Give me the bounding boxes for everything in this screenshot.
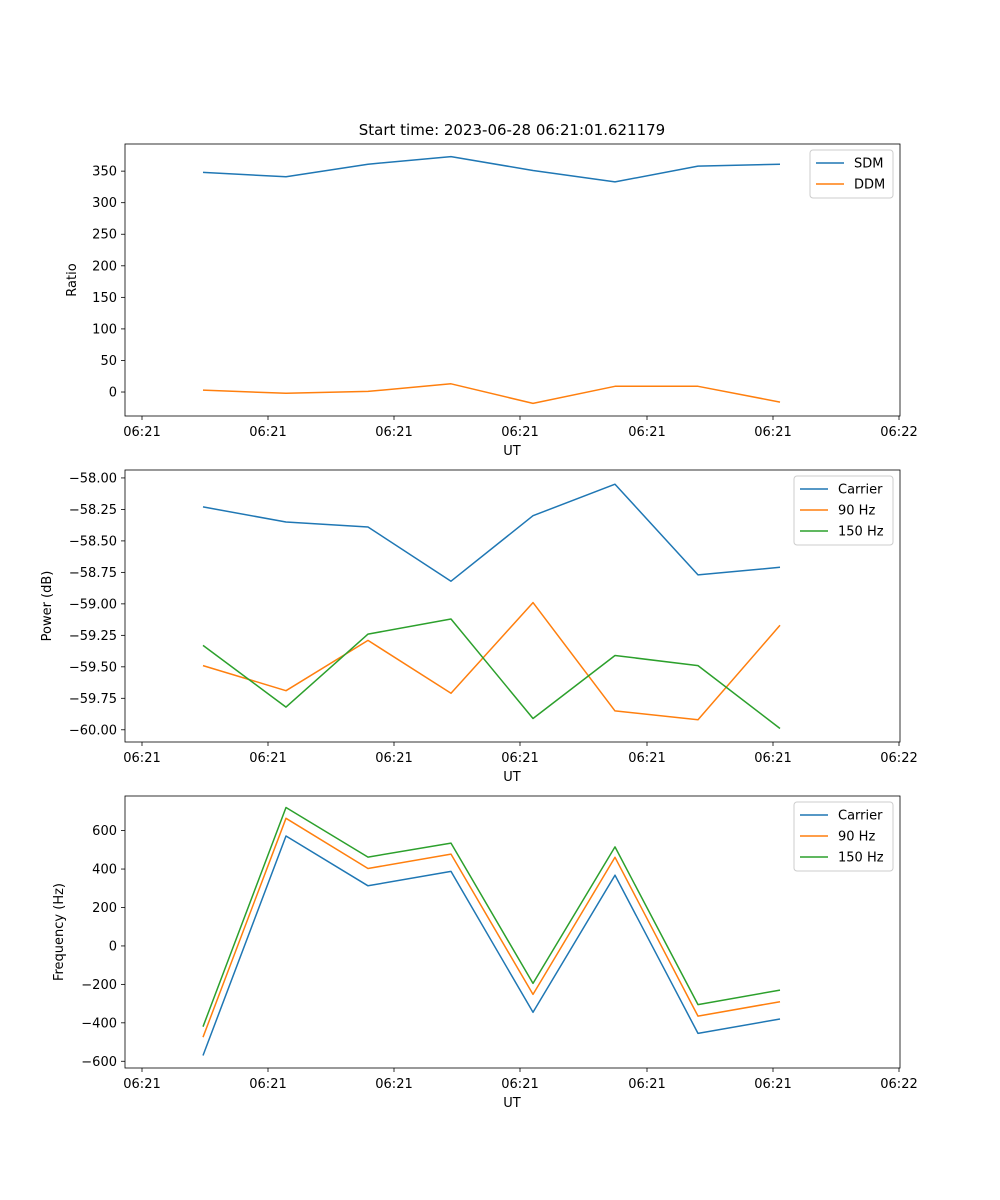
x-tick-label: 06:21 [501,425,538,440]
series-line-90-hz [202,601,781,721]
x-tick-label: 06:21 [628,1077,665,1092]
x-tick-label: 06:21 [249,425,286,440]
x-tick-label: 06:21 [249,1077,286,1092]
x-axis-label: UT [503,770,521,785]
x-tick-label: 06:21 [501,751,538,766]
x-tick-label: 06:21 [501,1077,538,1092]
legend-label: 90 Hz [838,504,875,519]
x-tick-label: 06:21 [375,751,412,766]
y-axis-label: Ratio [65,263,80,296]
x-tick-label: 06:21 [375,1077,412,1092]
legend-label: 150 Hz [838,525,884,540]
y-axis-label: Frequency (Hz) [52,883,67,981]
y-tick-label: −58.25 [69,503,117,518]
legend-label: 150 Hz [838,851,884,866]
y-tick-label: 300 [92,196,117,211]
legend-box [809,149,894,199]
y-tick-label: −59.50 [69,660,117,675]
y-tick-label: −60.00 [69,723,117,738]
y-tick-label: −59.75 [69,692,117,707]
series-line-sdm [202,155,781,183]
y-tick-label: −59.25 [69,629,117,644]
x-axis-label: UT [503,444,521,459]
y-tick-label: 100 [92,322,117,337]
y-tick-label: 400 [92,863,117,878]
x-tick-label: 06:22 [880,425,917,440]
plot-frame [124,469,901,743]
y-tick-label: −58.00 [69,471,117,486]
y-tick-label: −400 [81,1016,117,1031]
legend-label: 90 Hz [838,830,875,845]
figure-title: Start time: 2023-06-28 06:21:01.621179 [359,121,665,139]
x-tick-label: 06:21 [249,751,286,766]
x-tick-label: 06:21 [123,425,160,440]
chart-panel-1: 06:21 06:21 06:21 06:21 06:21 06:21 06:22 UT 0 50… [65,143,918,459]
legend-box [793,475,894,546]
panels: 06:21 06:21 06:21 06:21 06:21 06:21 06:22 UT 0 50… [40,143,918,1111]
x-tick-label: 06:21 [375,425,412,440]
x-tick-label: 06:21 [754,751,791,766]
y-tick-label: 600 [92,824,117,839]
y-tick-label: −58.75 [69,566,117,581]
legend: Carrier 90 Hz 150 Hz [793,801,894,872]
y-tick-label: −59.00 [69,597,117,612]
legend-label: Carrier [838,483,883,498]
series-line-150-hz [202,806,781,1027]
x-axis-label: UT [503,1096,521,1111]
y-axis-label: Power (dB) [40,571,55,642]
y-tick-label: 150 [92,291,117,306]
y-tick-label: 200 [92,259,117,274]
y-tick-label: 250 [92,228,117,243]
x-tick-label: 06:22 [880,751,917,766]
plot-frame [124,143,901,417]
series-line-ddm [202,383,781,405]
chart-panel-3: 06:21 06:21 06:21 06:21 06:21 06:21 06:22 UT −60… [52,795,918,1111]
legend-box [793,801,894,872]
x-tick-label: 06:21 [123,751,160,766]
series-line-150-hz [202,618,781,730]
y-tick-label: −200 [81,978,117,993]
x-tick-label: 06:21 [123,1077,160,1092]
x-tick-label: 06:21 [754,425,791,440]
y-tick-label: 200 [92,901,117,916]
x-tick-label: 06:21 [628,751,665,766]
series-line-carrier [202,483,781,582]
series-line-carrier [202,835,781,1056]
legend: Carrier 90 Hz 150 Hz [793,475,894,546]
legend-label: DDM [854,178,885,193]
x-tick-label: 06:21 [754,1077,791,1092]
x-tick-label: 06:22 [880,1077,917,1092]
x-tick-label: 06:21 [628,425,665,440]
y-tick-label: 350 [92,165,117,180]
y-tick-label: −58.50 [69,534,117,549]
y-tick-label: 50 [100,354,117,369]
series-line-90-hz [202,817,781,1038]
y-tick-label: 0 [109,939,117,954]
chart-panel-2: 06:21 06:21 06:21 06:21 06:21 06:21 06:22 UT −58… [40,469,918,785]
plot-frame [124,795,901,1069]
legend-label: SDM [854,157,883,172]
y-tick-label: 0 [109,386,117,401]
legend: SDM DDM [809,149,894,199]
legend-label: Carrier [838,809,883,824]
y-tick-label: −600 [81,1055,117,1070]
